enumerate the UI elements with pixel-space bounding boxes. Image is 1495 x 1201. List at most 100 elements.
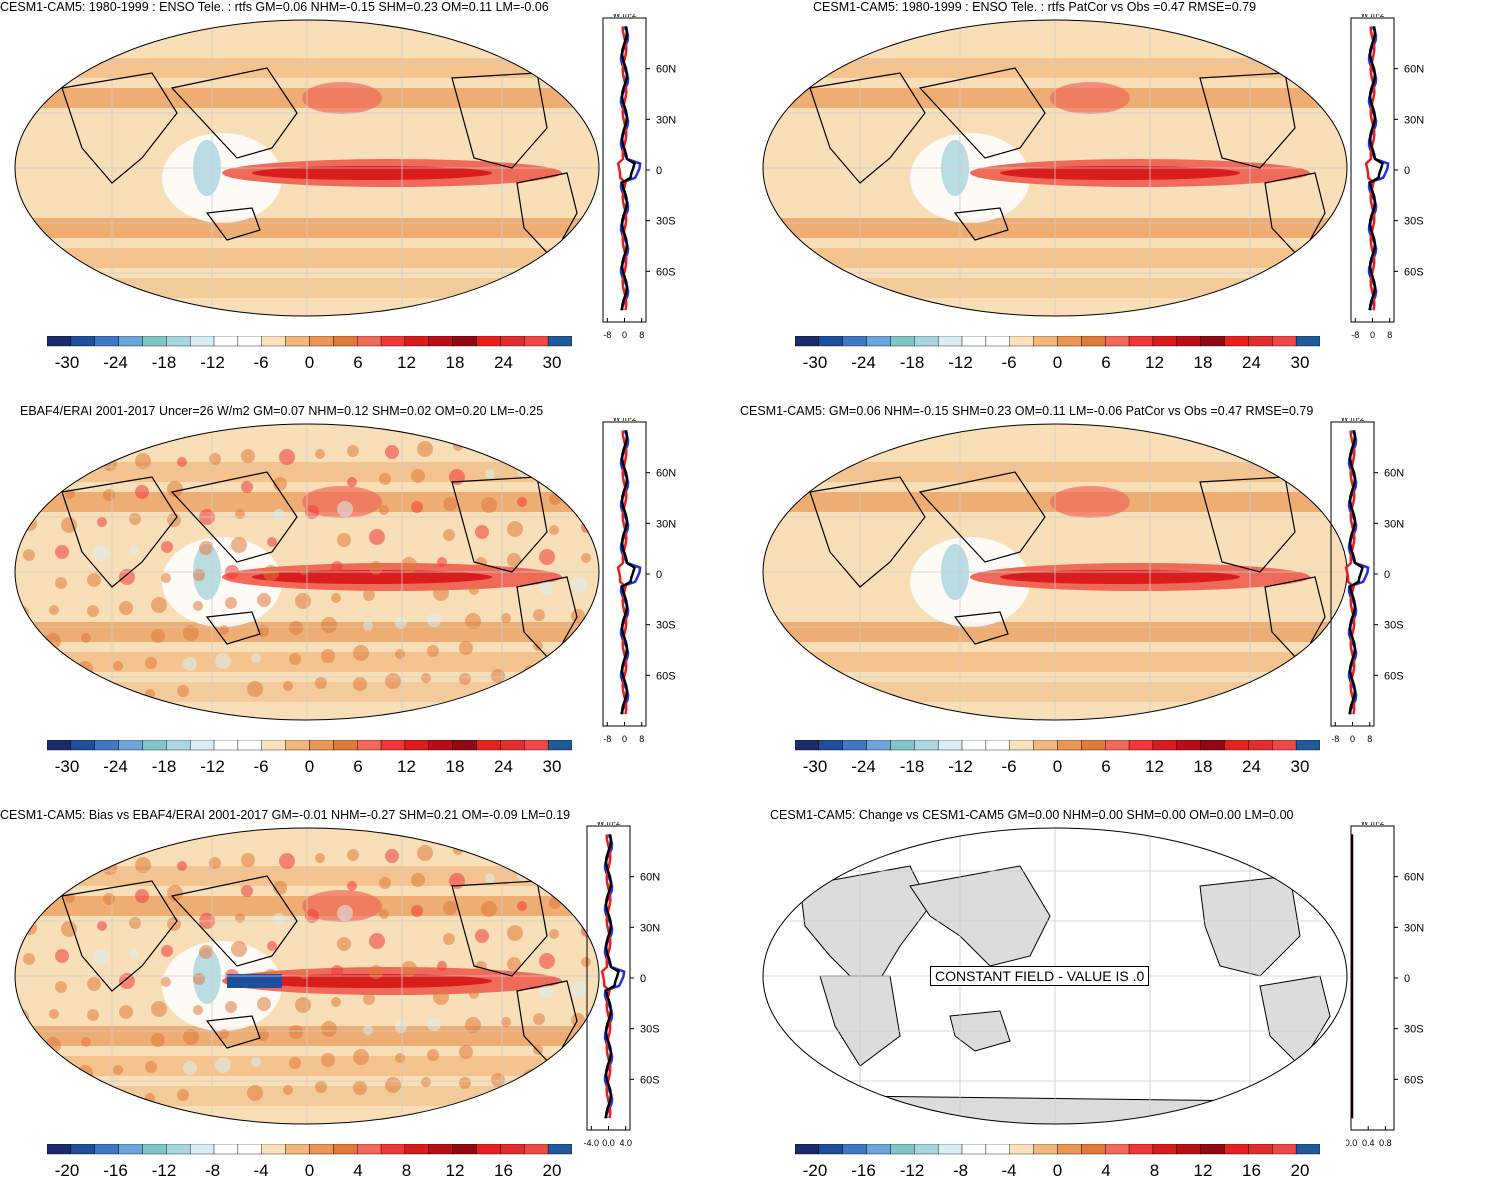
field-speckle [77,661,93,677]
field-speckle [225,1001,237,1013]
map-border [762,19,1348,317]
colorbar-swatch [94,740,119,751]
field-speckle [449,873,465,889]
land-mass [909,865,1051,967]
colorbar-label: 16 [494,1161,513,1180]
colorbar-swatch [818,1144,843,1155]
coastline [516,172,578,260]
colorbar-swatch [1295,740,1320,751]
colorbar-swatch [428,740,453,751]
field-speckle [401,961,417,977]
colorbar-swatch [842,1144,867,1155]
colorbar-swatch [1248,740,1273,751]
x-tick-label: 0 [622,734,627,744]
colorbar-label: 12 [397,757,416,776]
colorbar-label: -24 [851,353,876,372]
colorbar-swatch [309,1144,334,1155]
map-plot [14,827,600,1125]
field-speckle [385,849,399,863]
colorbar-label: -24 [851,757,876,776]
field-speckle [427,613,441,627]
lat-tick-label: 30S [1404,216,1424,228]
colorbar-swatch [795,336,820,347]
colorbar-label: 8 [402,1161,411,1180]
map-field [15,424,599,720]
field-speckle [183,1029,199,1045]
colorbar-label: 12 [1145,353,1164,372]
colorbar-swatch [404,740,430,751]
field-speckle [267,941,277,951]
field-bias-blue [227,974,282,988]
field-speckle [273,477,287,491]
field-speckle [49,605,59,615]
panel-title: CESM1-CAM5: GM=0.06 NHM=-0.15 SHM=0.23 O… [740,404,1314,418]
colorbar-swatch [547,1144,572,1155]
field-speckle [183,625,199,641]
unit-label: W m-2 [597,822,621,827]
field-speckle [459,673,471,685]
colorbar-swatch [142,336,167,347]
field-speckle [539,581,553,595]
colorbar-swatch [285,1144,310,1155]
field-speckle [369,561,383,575]
field-speckle [459,641,473,655]
field-speckle [385,445,399,459]
colorbar-swatch [890,1144,915,1155]
field-speckle [219,1029,229,1039]
coastline [61,880,178,992]
colorbar-label: -12 [948,353,973,372]
field-speckle [263,565,279,581]
coastline [451,476,548,573]
field-low-anomaly [162,941,282,1031]
field-speckle [485,873,495,883]
panel-3: EBAF4/ERAI 2001-2017 Uncer=26 W/m2 GM=0.… [0,404,747,797]
field-speckle [135,857,151,873]
colorbar: -30 -24 -18 -12 -6 0 6 12 18 24 30 [795,336,1320,372]
field-speckle [337,501,353,517]
colorbar-swatch [500,740,525,751]
field-speckle [49,1009,59,1019]
colorbar-label: -12 [200,353,225,372]
colorbar-swatch [309,740,334,751]
colorbar-swatch [94,1144,119,1155]
unit-label: W m-2 [613,418,637,423]
map-field [763,424,1347,720]
colorbar-label: 30 [1291,757,1310,776]
field-low-anomaly [162,133,282,223]
colorbar-label: -18 [152,757,177,776]
land-mass [1259,975,1331,1067]
lat-tick-label: 30S [656,216,676,228]
field-speckle [39,693,51,705]
colorbar-swatch [1009,1144,1034,1155]
colorbar-swatch [70,1144,95,1155]
field-speckle [369,933,385,949]
profile-line-black [1348,430,1364,715]
colorbar-swatch [500,1144,525,1155]
colorbar-swatch [47,336,72,347]
colorbar-label: -16 [103,1161,128,1180]
field-speckle [305,505,319,519]
field-speckle [289,1057,301,1069]
field-speckle [289,621,303,635]
field-speckle [273,881,287,895]
field-speckle [193,569,205,581]
field-speckle [129,513,141,525]
x-tick-label: 0.4 [1362,1138,1375,1148]
field-speckle [33,461,43,471]
field-speckle [437,557,447,567]
field-speckle [103,861,117,875]
profile-line-red [616,430,628,715]
field-speckle [33,865,43,875]
field-speckle [363,993,375,1005]
field-speckle [433,585,449,601]
field-speckle [305,909,319,923]
coastline [451,72,548,169]
colorbar-swatch [1033,1144,1058,1155]
colorbar-swatch [47,740,72,751]
field-speckle [411,469,425,483]
colorbar-swatch [1105,336,1130,347]
panel-title: CESM1-CAM5: 1980-1999 : ENSO Tele. : rtf… [813,0,1257,14]
colorbar-swatch [1176,336,1201,347]
field-speckle [113,661,123,671]
panel-2: CESM1-CAM5: 1980-1999 : ENSO Tele. : rtf… [748,0,1495,393]
